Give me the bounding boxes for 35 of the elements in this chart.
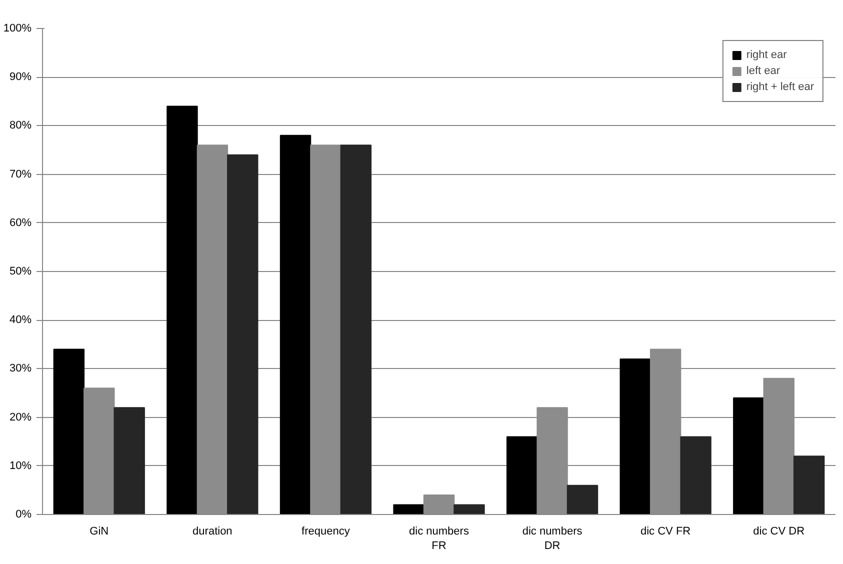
y-tick-label: 50% — [9, 266, 32, 278]
legend-label: right + left ear — [746, 81, 814, 93]
x-tick-label: GiN — [90, 526, 109, 538]
x-tick-label: dic CV DR — [753, 526, 805, 538]
y-tick-label: 30% — [9, 362, 32, 375]
bar — [166, 106, 198, 514]
y-tick-label: 80% — [9, 120, 32, 132]
bar — [114, 407, 145, 514]
bar — [733, 397, 764, 514]
y-tick-label: 20% — [9, 411, 32, 424]
y-tick-label: 10% — [9, 460, 32, 472]
y-tick-label: 0% — [16, 508, 32, 520]
bar — [227, 154, 258, 514]
bar — [340, 144, 372, 514]
y-tick-label: 90% — [9, 71, 32, 84]
bar — [680, 436, 712, 514]
bar — [393, 504, 424, 514]
y-tick-label: 40% — [9, 314, 32, 326]
y-tick-label: 70% — [9, 168, 32, 180]
legend-label: right ear — [746, 49, 787, 61]
legend-label: left ear — [746, 65, 780, 77]
y-tick-label: 100% — [3, 22, 32, 34]
x-tick-label: frequency — [302, 526, 350, 538]
bar — [506, 436, 538, 514]
x-tick-label: dic CV FR — [640, 526, 691, 538]
bar — [454, 504, 485, 514]
bar — [280, 134, 312, 514]
bar — [620, 358, 651, 514]
x-tick-label: dic numbers DR — [522, 526, 583, 552]
y-tick-label: 60% — [9, 216, 32, 229]
bar — [53, 348, 85, 514]
x-tick-label: dic numbers FR — [409, 526, 470, 552]
bar — [566, 484, 598, 514]
x-tick-label: duration — [192, 526, 232, 538]
bar — [793, 456, 825, 514]
